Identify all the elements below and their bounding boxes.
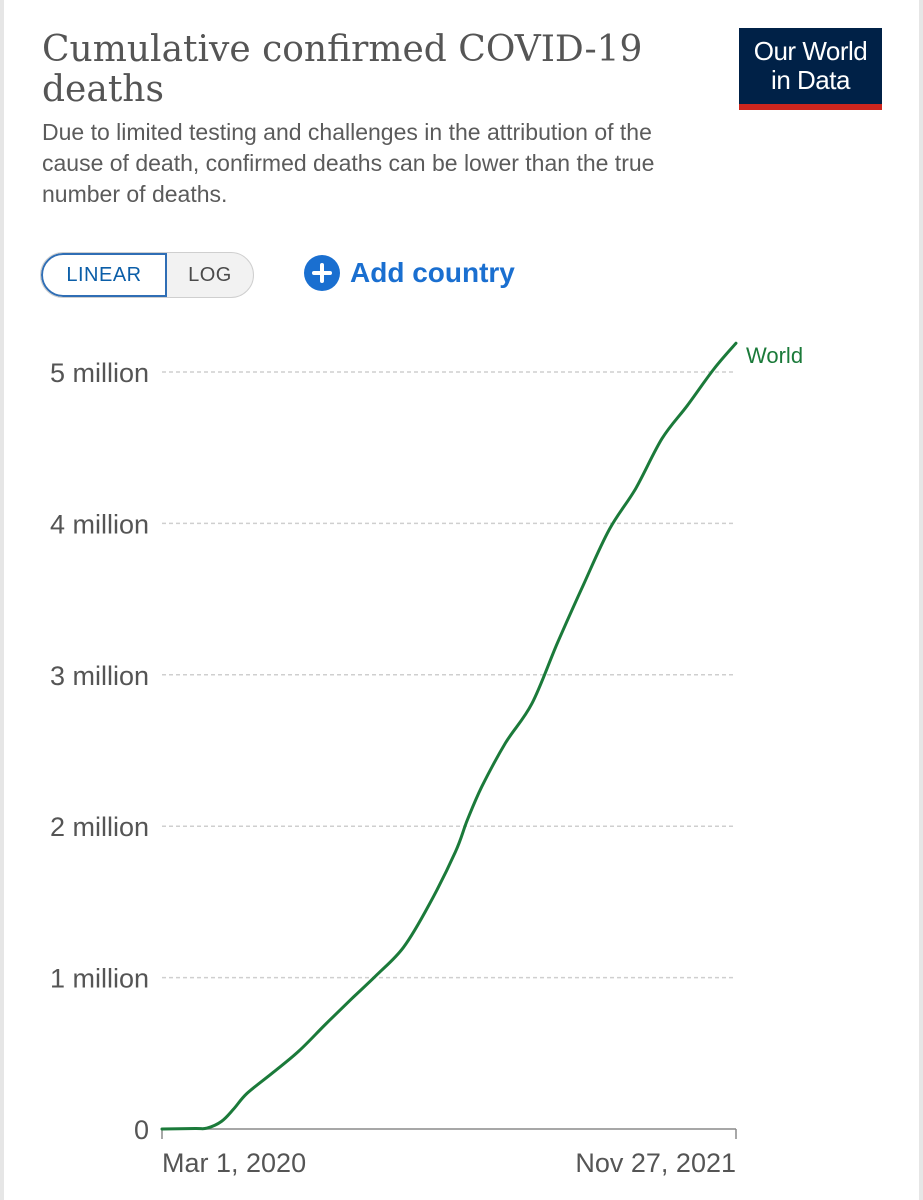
y-tick-label: 5 million	[50, 358, 149, 388]
y-tick-label: 1 million	[50, 964, 149, 994]
line-chart: 0 1 million 2 million 3 million 4 million 5 m…	[50, 341, 803, 1178]
log-scale-button[interactable]: LOG	[188, 263, 232, 286]
scale-toggle: LINEAR LOG	[40, 252, 254, 298]
add-country-button[interactable]: Add country	[304, 254, 515, 292]
series-line-world	[160, 341, 738, 1131]
logo-line-2: in Data	[771, 65, 850, 95]
y-tick-label: 2 million	[50, 812, 149, 842]
linear-scale-button[interactable]: LINEAR	[41, 253, 167, 297]
x-tick-label: Nov 27, 2021	[575, 1148, 736, 1178]
plus-circle-icon	[304, 255, 340, 291]
frame-border-right	[919, 0, 923, 1200]
series-label-world: World	[746, 343, 803, 368]
logo-line-1: Our World	[753, 36, 868, 66]
chart-subtitle: Due to limited testing and challenges in…	[42, 119, 655, 207]
frame-border-left	[0, 0, 4, 1200]
y-tick-label: 0	[134, 1115, 149, 1145]
y-tick-label: 3 million	[50, 661, 149, 691]
x-tick-label: Mar 1, 2020	[162, 1148, 306, 1178]
chart-title: Cumulative confirmed COVID-19 deaths	[42, 29, 643, 110]
our-world-in-data-logo[interactable]: Our World in Data	[739, 28, 882, 110]
add-country-label: Add country	[350, 257, 515, 288]
y-tick-label: 4 million	[50, 509, 149, 539]
